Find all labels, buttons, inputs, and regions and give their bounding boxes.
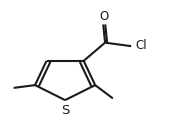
Text: O: O xyxy=(100,10,109,23)
Text: Cl: Cl xyxy=(136,39,147,52)
Text: S: S xyxy=(61,104,70,117)
